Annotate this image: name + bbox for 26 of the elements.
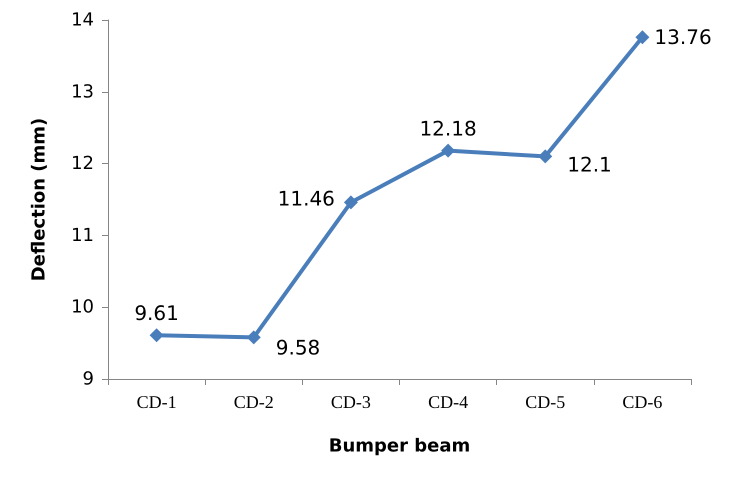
x-tick-label: CD-1 — [136, 392, 177, 412]
point — [441, 144, 456, 158]
x-tick-label: CD-5 — [525, 392, 566, 412]
data-label: 13.76 — [654, 25, 712, 50]
y-tick-label: 10 — [71, 296, 94, 318]
y-tick-label: 11 — [71, 224, 94, 246]
y-tick-label: 14 — [71, 10, 94, 30]
point — [538, 149, 552, 164]
x-tick-label: CD-2 — [234, 392, 274, 412]
y-tick-label: 13 — [71, 81, 94, 102]
y-tick-label: 9 — [82, 368, 94, 390]
x-axis-title: Bumper beam — [328, 436, 470, 456]
y-tick-label: 12 — [71, 153, 94, 174]
x-tick-label: CD-4 — [428, 392, 468, 412]
point — [344, 195, 358, 210]
y-axis-title: Deflection (mm) — [28, 118, 50, 282]
point — [150, 328, 164, 342]
data-label: 9.58 — [276, 335, 320, 360]
data-label: 12.1 — [567, 152, 612, 176]
x-tick-label: CD-3 — [330, 392, 371, 412]
x-tick-label: CD-6 — [622, 392, 662, 412]
data-label: 11.46 — [278, 186, 335, 210]
point — [635, 30, 650, 44]
point — [246, 330, 261, 344]
data-label: 12.18 — [419, 116, 477, 141]
data-label: 9.61 — [134, 301, 179, 326]
